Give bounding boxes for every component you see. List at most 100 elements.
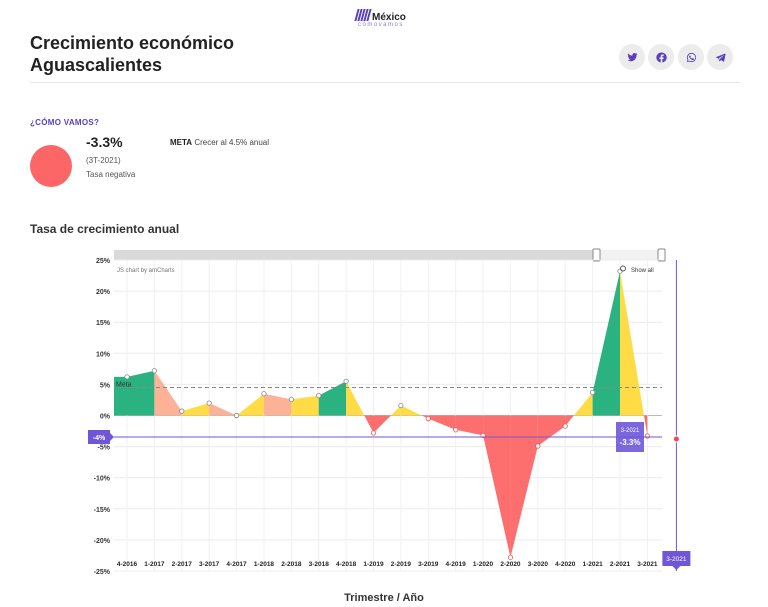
y-tick-label: 15% bbox=[96, 320, 111, 327]
whatsapp-share-button[interactable] bbox=[678, 44, 704, 70]
tooltip-period: 3-2021 bbox=[621, 428, 640, 434]
data-point[interactable] bbox=[288, 396, 294, 402]
scrollbar-grip-right[interactable] bbox=[657, 248, 666, 262]
cursor-y-badge bbox=[88, 430, 110, 444]
data-point[interactable] bbox=[453, 427, 459, 433]
facebook-icon bbox=[655, 51, 667, 62]
cursor-y-badge-arrow bbox=[110, 433, 114, 441]
data-point[interactable] bbox=[425, 416, 431, 422]
area-segment bbox=[400, 405, 422, 416]
data-point[interactable] bbox=[316, 392, 322, 399]
data-point[interactable] bbox=[398, 402, 404, 409]
area-segment bbox=[364, 415, 374, 433]
area-segment bbox=[263, 393, 292, 416]
y-tick-label: -25% bbox=[94, 569, 111, 576]
goal-text: META Crecer al 4.5% anual bbox=[170, 138, 269, 147]
chart-scrollbar-thumb[interactable] bbox=[597, 250, 662, 260]
area-segment bbox=[428, 415, 456, 430]
whatsapp-icon bbox=[686, 52, 696, 62]
area-segment bbox=[455, 415, 484, 436]
goal-description: Crecer al 4.5% anual bbox=[194, 138, 270, 147]
data-point[interactable] bbox=[507, 554, 514, 560]
area-segment bbox=[181, 403, 210, 416]
chart-title: Tasa de crecimiento anual bbox=[30, 222, 180, 236]
tooltip-value: -3.3% bbox=[620, 438, 641, 447]
area-segment bbox=[346, 381, 365, 416]
x-tick-label: 3-2021 bbox=[637, 561, 658, 568]
x-tick-label: 2-2017 bbox=[172, 561, 193, 568]
telegram-icon bbox=[715, 53, 726, 62]
x-tick-label: 1-2020 bbox=[473, 561, 494, 568]
scrollbar-grip-left[interactable] bbox=[592, 248, 601, 262]
area-segment bbox=[573, 392, 593, 416]
cursor-point bbox=[672, 435, 680, 443]
x-tick-label: 3-2018 bbox=[309, 561, 330, 568]
x-tick-label: 2-2020 bbox=[500, 561, 521, 568]
area-segment bbox=[483, 415, 511, 558]
area-segment bbox=[620, 271, 644, 416]
data-point[interactable] bbox=[343, 378, 349, 384]
tooltip-box bbox=[616, 422, 644, 452]
area-segment bbox=[127, 370, 155, 416]
status-indicator-dot bbox=[30, 145, 72, 187]
status-text: Tasa negativa bbox=[86, 170, 136, 179]
x-axis-label: Trimestre / Año bbox=[344, 592, 424, 604]
telegram-share-button[interactable] bbox=[707, 44, 733, 70]
data-point[interactable] bbox=[206, 400, 212, 406]
area-segment bbox=[236, 393, 264, 416]
cursor-x-label: 3-2021 bbox=[666, 556, 687, 563]
area-segment bbox=[114, 376, 127, 416]
logo-tagline: cómovamos bbox=[358, 22, 404, 28]
data-point[interactable] bbox=[562, 423, 568, 429]
x-tick-label: 4-2018 bbox=[336, 561, 357, 568]
area-segment bbox=[643, 415, 648, 437]
x-tick-label: 4-2016 bbox=[117, 561, 138, 568]
show-all-button[interactable]: Show all bbox=[631, 268, 654, 274]
data-point[interactable] bbox=[124, 374, 130, 380]
goal-line-label: Meta bbox=[116, 382, 132, 389]
twitter-icon bbox=[626, 52, 638, 61]
cursor-x-badge-arrow bbox=[672, 566, 681, 570]
facebook-share-button[interactable] bbox=[648, 44, 674, 70]
data-point[interactable] bbox=[233, 412, 240, 419]
x-tick-label: 2-2019 bbox=[391, 561, 412, 568]
header-divider bbox=[30, 82, 740, 83]
y-tick-label: 20% bbox=[96, 289, 111, 296]
current-value: -3.3% bbox=[86, 134, 123, 150]
current-period: (3T-2021) bbox=[86, 156, 121, 165]
x-tick-label: 3-2019 bbox=[418, 561, 439, 568]
y-tick-label: -5% bbox=[98, 445, 111, 452]
page-title: Crecimiento económico Aguascalientes bbox=[30, 33, 235, 75]
y-tick-label: -20% bbox=[94, 538, 111, 545]
logo-name: México bbox=[372, 12, 406, 23]
data-point[interactable] bbox=[370, 430, 377, 436]
x-tick-label: 2-2018 bbox=[281, 561, 302, 568]
data-point[interactable] bbox=[590, 389, 596, 396]
x-tick-label: 1-2018 bbox=[254, 561, 275, 568]
x-tick-label: 1-2019 bbox=[363, 561, 384, 568]
area-segment bbox=[209, 403, 237, 416]
x-tick-label: 1-2021 bbox=[582, 561, 603, 568]
how-are-we-label: ¿CÓMO VAMOS? bbox=[30, 118, 100, 127]
x-tick-label: 4-2020 bbox=[555, 561, 576, 568]
data-point[interactable] bbox=[179, 408, 185, 414]
chart-scrollbar[interactable] bbox=[114, 250, 662, 260]
data-point[interactable] bbox=[644, 433, 650, 439]
data-point[interactable] bbox=[151, 368, 157, 374]
area-segment bbox=[510, 415, 538, 558]
area-segment bbox=[592, 271, 620, 416]
twitter-share-button[interactable] bbox=[619, 44, 645, 70]
area-segment bbox=[318, 381, 347, 416]
y-tick-label: 10% bbox=[96, 351, 111, 358]
area-segment bbox=[154, 370, 182, 416]
y-tick-label: 25% bbox=[96, 258, 111, 265]
data-point[interactable] bbox=[261, 391, 267, 397]
amcharts-credit[interactable]: JS chart by amCharts bbox=[117, 268, 175, 274]
goal-label: META bbox=[170, 138, 193, 147]
x-tick-label: 1-2017 bbox=[144, 561, 165, 568]
area-segment bbox=[537, 415, 566, 446]
data-point[interactable] bbox=[617, 268, 623, 274]
data-point[interactable] bbox=[535, 443, 541, 449]
zoom-out-icon[interactable] bbox=[620, 265, 626, 272]
growth-rate-chart[interactable]: 25% 20% 15% 10% 5% 0% -5% -10% -15% -20% -25% Meta 4… bbox=[0, 240, 768, 590]
